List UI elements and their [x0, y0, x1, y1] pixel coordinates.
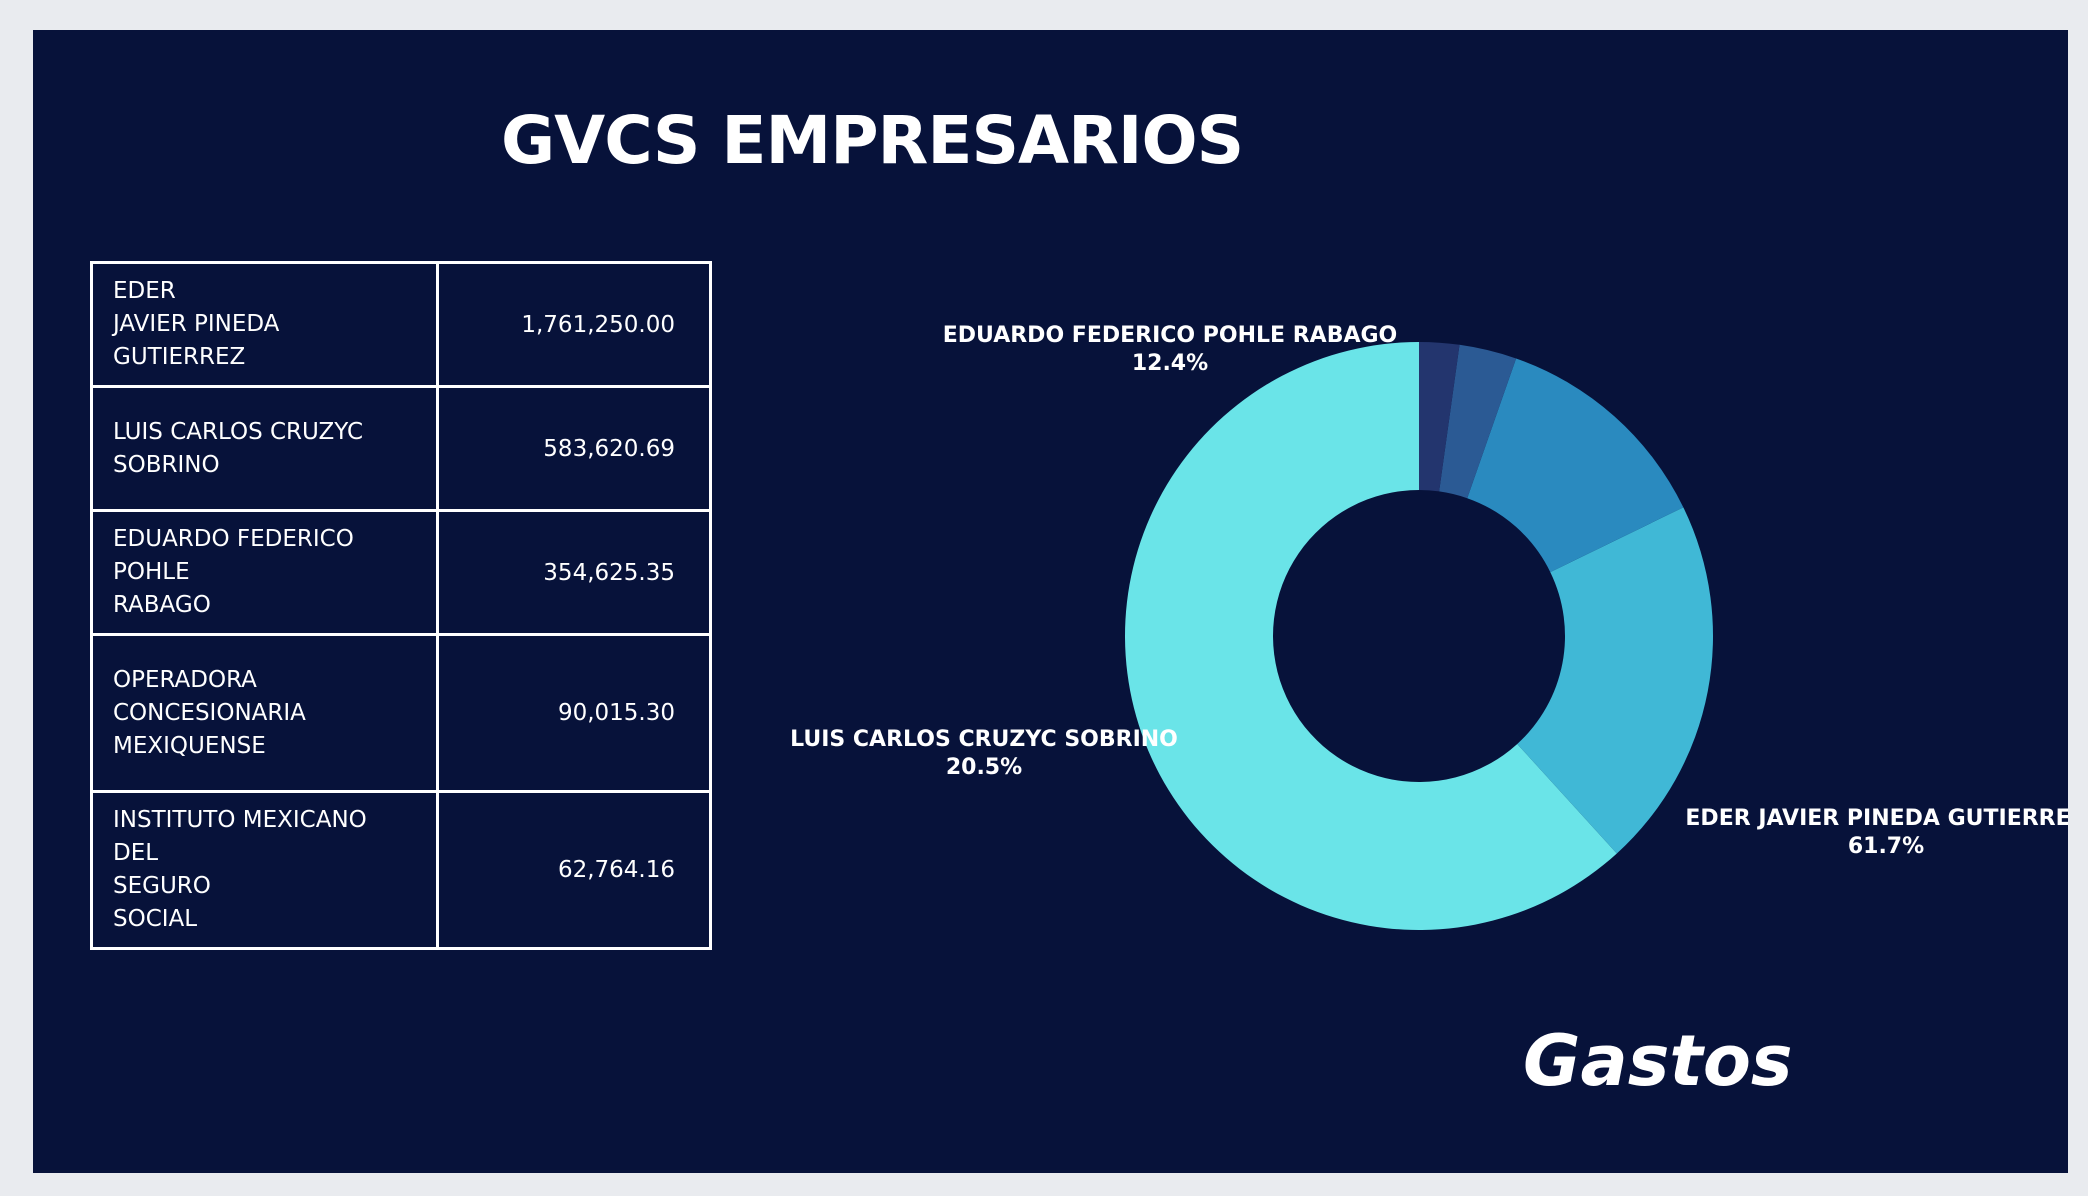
pie-slice — [1419, 342, 1460, 492]
pie-label-name: EDUARDO FEDERICO POHLE RABAGO — [943, 323, 1398, 348]
donut-chart: EDER JAVIER PINEDA GUTIERREZ 61.7% LUIS CA… — [790, 323, 2068, 930]
pie-label-percent: 61.7% — [1848, 834, 1924, 859]
pie-slice — [1439, 344, 1517, 499]
table-cell-amount: 62,764.16 — [435, 790, 713, 950]
table-cell-amount: 583,620.69 — [435, 385, 713, 512]
chart-subtitle: Gastos — [1523, 1020, 1793, 1102]
table-cell-name: LUIS CARLOS CRUZYC SOBRINO — [90, 385, 439, 512]
page-title: GVCS EMPRESARIOS — [501, 102, 1244, 179]
pie-label-percent: 12.4% — [1132, 351, 1208, 376]
table-cell-amount: 354,625.35 — [435, 509, 713, 636]
pie-label-percent: 20.5% — [946, 755, 1022, 780]
pie-slice — [1517, 507, 1713, 854]
table-cell-name: INSTITUTO MEXICANO DEL SEGURO SOCIAL — [90, 790, 439, 950]
pie-slice — [1467, 358, 1684, 573]
table-row: OPERADORA CONCESIONARIA MEXIQUENSE 90,01… — [90, 633, 713, 793]
table-cell-name: EDER JAVIER PINEDA GUTIERREZ — [90, 261, 439, 388]
table-cell-name: OPERADORA CONCESIONARIA MEXIQUENSE — [90, 633, 439, 793]
table-row: EDER JAVIER PINEDA GUTIERREZ 1,761,250.0… — [90, 261, 713, 388]
table-row: INSTITUTO MEXICANO DEL SEGURO SOCIAL 62,… — [90, 790, 713, 950]
table-cell-name: EDUARDO FEDERICO POHLE RABAGO — [90, 509, 439, 636]
table-row: LUIS CARLOS CRUZYC SOBRINO 583,620.69 — [90, 385, 713, 512]
pie-slice — [1125, 341, 1617, 930]
table-row: EDUARDO FEDERICO POHLE RABAGO 354,625.35 — [90, 509, 713, 636]
slide: GVCS EMPRESARIOS EDER JAVIER PINEDA GUTI… — [33, 30, 2068, 1173]
table-cell-amount: 90,015.30 — [435, 633, 713, 793]
table-cell-amount: 1,761,250.00 — [435, 261, 713, 388]
data-table: EDER JAVIER PINEDA GUTIERREZ 1,761,250.0… — [90, 261, 713, 950]
pie-label-name: EDER JAVIER PINEDA GUTIERREZ — [1685, 806, 2068, 831]
pie-label-name: LUIS CARLOS CRUZYC SOBRINO — [790, 727, 1178, 752]
